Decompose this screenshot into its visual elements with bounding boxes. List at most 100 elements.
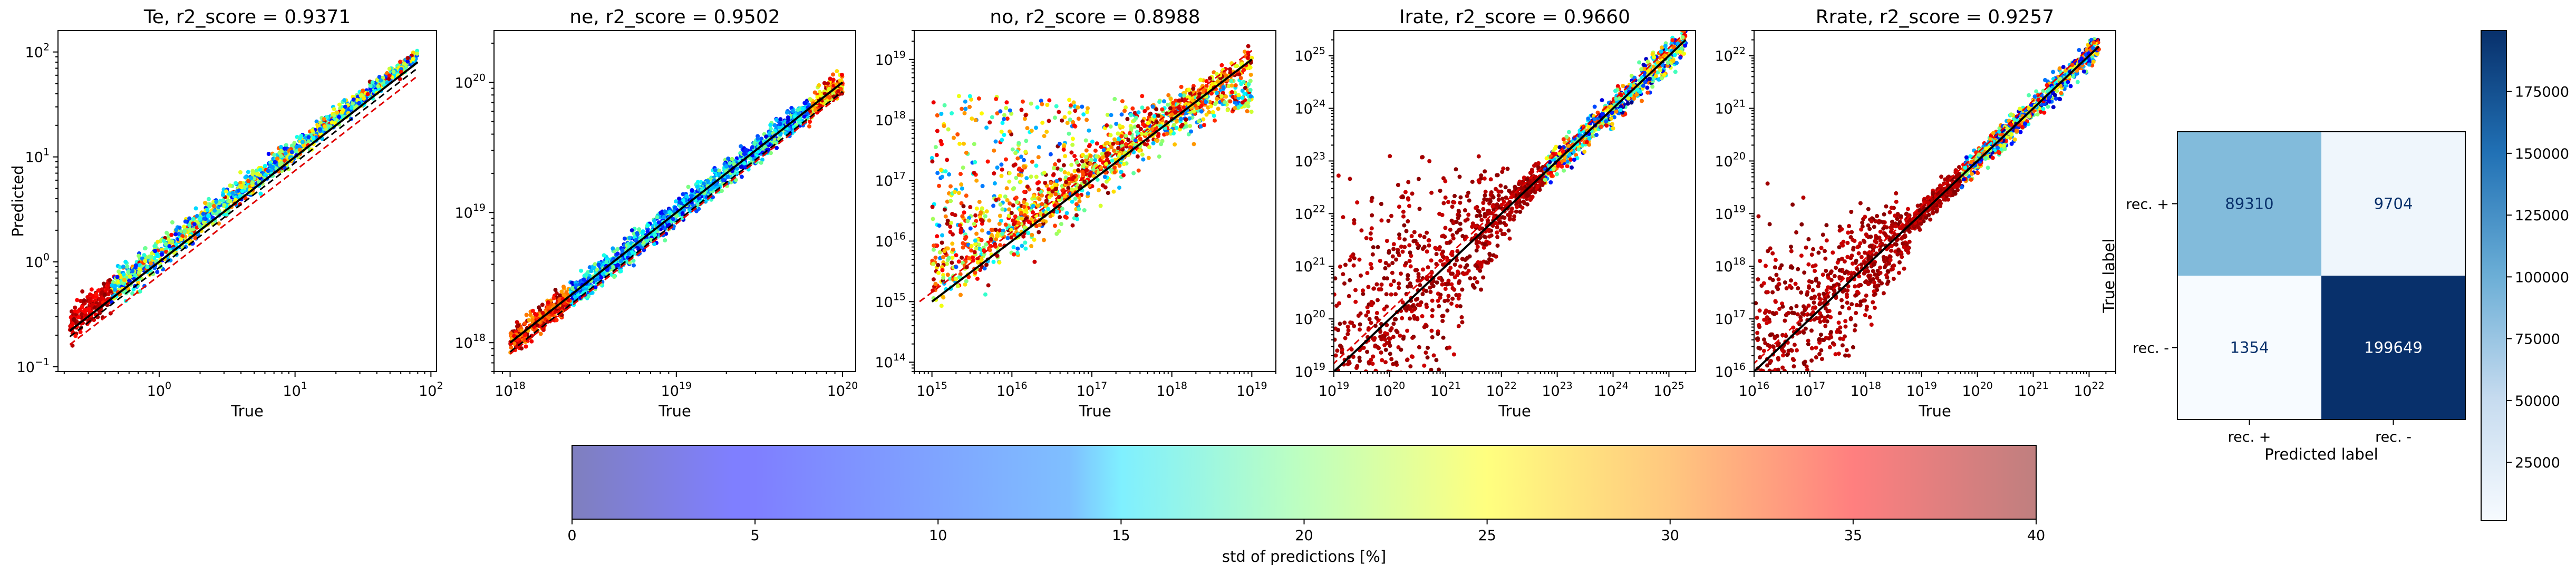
scatter-point <box>1238 76 1243 81</box>
scatter-point <box>961 204 966 209</box>
scatter-point <box>1054 179 1059 183</box>
scatter-point <box>1129 126 1134 131</box>
scatter-point <box>599 275 604 280</box>
scatter-point <box>342 98 347 103</box>
scatter-point <box>255 172 259 177</box>
scatter-point <box>1069 103 1073 108</box>
scatter-point <box>1117 163 1122 168</box>
scatter-point <box>240 189 245 193</box>
scatter-point <box>989 232 994 237</box>
scatter-point <box>110 283 114 288</box>
scatter-point <box>173 232 178 237</box>
scatter-point <box>1221 91 1225 95</box>
scatter-point <box>939 112 944 116</box>
scatter-point <box>540 303 545 307</box>
scatter-point <box>337 102 342 107</box>
scatter-point <box>1014 196 1019 200</box>
scatter-point <box>145 265 150 269</box>
scatter-point <box>546 319 550 324</box>
scatter-point <box>322 124 327 129</box>
scatter-point <box>958 272 963 277</box>
scatter-point <box>1011 163 1016 168</box>
scatter-point <box>83 309 88 314</box>
scatter-point <box>297 148 302 152</box>
scatter-point <box>1166 93 1171 98</box>
scatter-point <box>1156 113 1160 118</box>
scatter-point <box>994 198 999 202</box>
scatter-point <box>968 226 973 231</box>
scatter-point <box>635 231 640 236</box>
scatter-point <box>930 204 935 209</box>
scatter-point <box>332 107 336 112</box>
scatter-point <box>1039 99 1043 103</box>
scatter-point <box>1005 198 1010 202</box>
scatter-point <box>1064 215 1069 220</box>
scatter-point <box>530 308 535 313</box>
scatter-point <box>1140 105 1145 110</box>
scatter-point <box>1124 105 1128 110</box>
scatter-point <box>742 161 747 165</box>
scatter-point <box>1215 96 1219 101</box>
scatter-point <box>1174 119 1179 124</box>
scatter-point <box>106 292 111 297</box>
scatter-point <box>976 242 981 247</box>
scatter-point <box>1006 213 1011 218</box>
scatter-point <box>1074 202 1079 207</box>
scatter-point <box>1050 185 1054 190</box>
scatter-point <box>300 140 305 144</box>
scatter-point <box>947 256 951 260</box>
scatter-point <box>115 275 120 279</box>
scatter-point <box>975 260 980 265</box>
scatter-point <box>1097 188 1101 192</box>
scatter-point <box>570 286 575 291</box>
scatter-point <box>101 281 106 286</box>
scatter-point <box>1081 112 1086 117</box>
scatter-point <box>964 265 969 269</box>
scatter-point <box>1002 133 1006 137</box>
scatter-point <box>620 248 625 253</box>
scatter-point <box>190 227 195 232</box>
scatter-point <box>1233 106 1237 110</box>
scatter-point <box>1023 240 1028 245</box>
scatter-point <box>1136 124 1140 129</box>
scatter-point <box>1141 157 1146 162</box>
scatter-point <box>75 309 80 314</box>
scatter-point <box>1022 225 1027 230</box>
scatter-point <box>1029 129 1034 133</box>
scatter-point <box>1090 139 1095 144</box>
scatter-point <box>1100 155 1105 160</box>
scatter-point <box>589 269 594 274</box>
scatter-point <box>974 206 979 211</box>
scatter-point <box>1150 104 1155 109</box>
scatter-point <box>263 172 268 177</box>
scatter-point <box>1106 191 1110 196</box>
scatter-point <box>1019 211 1023 216</box>
scatter-point <box>149 255 154 259</box>
scatter-point <box>1140 94 1145 99</box>
scatter-point <box>1060 207 1064 211</box>
scatter-point <box>1042 134 1047 139</box>
scatter-point <box>943 214 948 219</box>
scatter-point <box>258 167 263 172</box>
scatter-point <box>828 76 832 81</box>
scatter-point <box>1197 119 1202 124</box>
scatter-point <box>198 224 202 229</box>
scatter-point <box>593 285 598 289</box>
scatter-point <box>941 255 945 260</box>
scatter-point <box>1029 217 1034 222</box>
scatter-point <box>989 228 994 232</box>
scatter-point <box>786 118 791 122</box>
scatter-point <box>931 277 936 282</box>
scatter-point <box>1110 158 1115 163</box>
scatter-point <box>386 77 391 82</box>
scatter-point <box>582 277 586 282</box>
scatter-point <box>735 166 740 171</box>
scatter-point <box>1143 131 1148 136</box>
scatter-point <box>973 118 978 122</box>
scatter-point <box>756 136 760 141</box>
scatter-point <box>750 145 755 150</box>
scatter-point <box>72 317 76 321</box>
scatter-point <box>1188 124 1193 129</box>
scatter-point <box>790 109 795 113</box>
